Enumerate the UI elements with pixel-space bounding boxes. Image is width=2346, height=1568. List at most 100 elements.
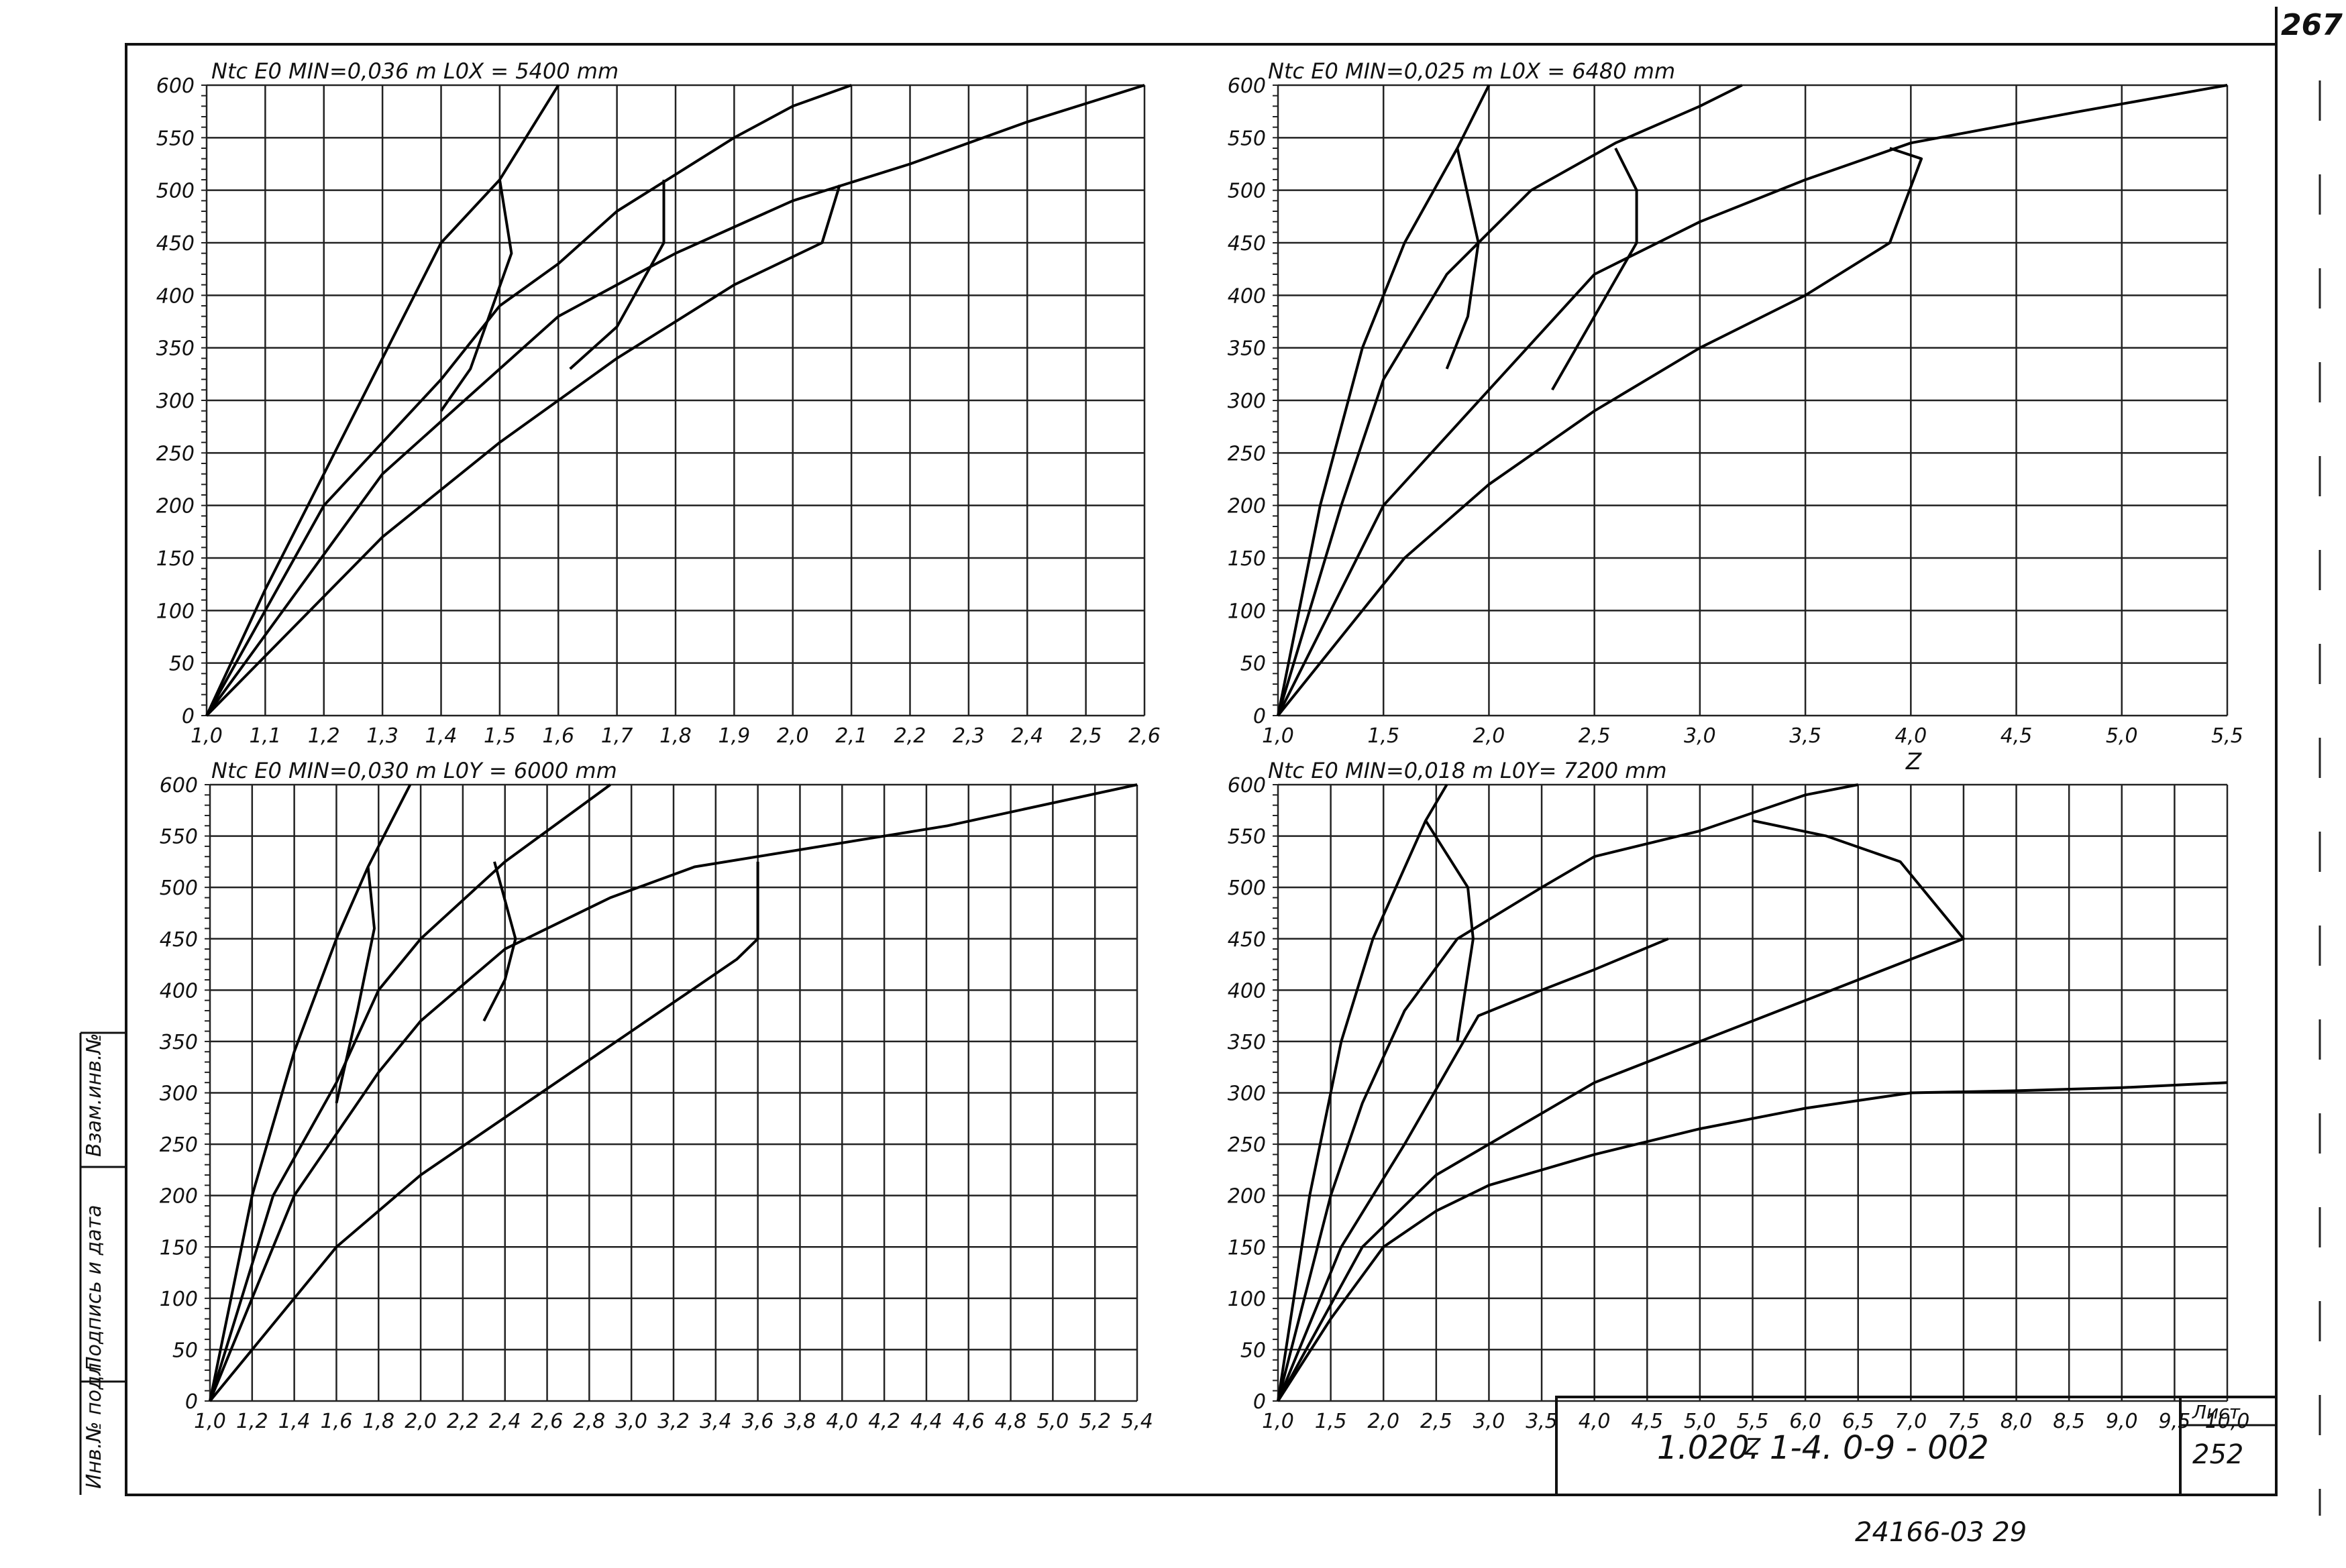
chart-title: Ntc E0 MIN=0,036 m L0X = 5400 mm <box>211 58 619 84</box>
x-tick-label: 2,5 <box>1420 1410 1452 1433</box>
x-tick-label: 1,8 <box>659 724 692 748</box>
x-tick-label: 1,0 <box>191 724 223 748</box>
curve-1 <box>1277 85 1491 716</box>
y-tick-label: 0 <box>1253 1390 1266 1414</box>
y-tick-label: 100 <box>1228 1288 1266 1311</box>
x-tick-label: 2,5 <box>1579 724 1611 748</box>
x-tick-label: 1,3 <box>366 724 398 748</box>
y-tick-label: 450 <box>1228 232 1266 256</box>
x-tick-label: 5,5 <box>1737 1410 1769 1433</box>
title-block-frame <box>1555 1396 2278 1496</box>
x-tick-label: 2,0 <box>1473 724 1505 748</box>
bottom-code: 24166-03 29 <box>1855 1517 2027 1548</box>
x-tick-label: 3,0 <box>1473 1410 1505 1433</box>
x-tick-label: 4,5 <box>2001 724 2033 748</box>
x-tick-label: 1,1 <box>250 724 282 748</box>
curve-3 <box>205 84 1145 717</box>
side-stamp-replaced-inv: Взам.инв.№ <box>83 1033 106 1157</box>
x-tick-label: 3,5 <box>1526 1410 1558 1433</box>
curve-4 <box>205 184 841 717</box>
y-tick-label: 350 <box>156 337 195 361</box>
y-tick-label: 200 <box>1228 1185 1266 1209</box>
x-tick-label: 1,5 <box>1315 1410 1347 1433</box>
curve-3 <box>1277 84 2228 716</box>
x-tick-label: 5,5 <box>2211 724 2243 748</box>
chart-top-left: 1,0 1,1 1,2 1,3 1,4 1,5 1,6 1,7 1,8 1,9 2,0 2,1 2,2 2… <box>156 58 1161 748</box>
side-stamp-signature-date: Подпись и дата <box>83 1205 106 1372</box>
y-tick-label: 600 <box>1228 74 1266 98</box>
chart-bottom-right: 1,0 1,5 2,0 2,5 3,0 3,5 4,0 4,5 5,0 5,5 6,0 6,5 7,0 7… <box>1228 758 2250 1461</box>
x-tick-label: 1,4 <box>425 724 458 748</box>
x-tick-label: 6,5 <box>1842 1410 1874 1433</box>
corner-number: 267 <box>2281 8 2343 42</box>
title-block: 1.020. 1-4. 0-9 - 002 Лист 252 <box>1555 1396 2278 1496</box>
x-tick-label: 1,5 <box>484 724 516 748</box>
curve-6 <box>569 180 665 370</box>
x-tick-label: 8,0 <box>2001 1410 2033 1433</box>
curve-4 <box>209 861 759 1402</box>
curve-5 <box>1277 1081 2228 1402</box>
curve-4 <box>1277 147 1923 717</box>
x-tick-label: 9,0 <box>2106 1410 2138 1433</box>
y-tick-label: 200 <box>156 495 195 518</box>
y-tick-label: 250 <box>1228 442 1266 465</box>
curve-1 <box>1277 783 1448 1402</box>
y-tick-label: 600 <box>1228 774 1266 797</box>
x-tick-label: 2,0 <box>1367 1410 1399 1433</box>
y-tick-label: 150 <box>1228 547 1266 571</box>
y-tick-label: 0 <box>1253 705 1266 728</box>
y-tick-label: 150 <box>156 547 195 571</box>
x-tick-label: 1,9 <box>718 724 751 748</box>
x-tick-label: 4,5 <box>1631 1410 1663 1433</box>
chart-title: Ntc E0 MIN=0,025 m L0X = 6480 mm <box>1268 58 1675 84</box>
x-tick-label: 4,0 <box>1579 1410 1611 1433</box>
y-tick-label: 400 <box>1228 979 1266 1003</box>
curve-5 <box>1445 148 1480 370</box>
chart-top-right: 1,0 1,5 2,0 2,5 3,0 3,5 4,0 4,5 5,0 5,5 0 50 100 150 2… <box>1228 58 2243 775</box>
y-tick-label: 150 <box>1228 1236 1266 1259</box>
curve-1 <box>209 784 412 1402</box>
x-axis-label: Z <box>1744 1434 1761 1461</box>
x-tick-label: 1,6 <box>542 724 574 748</box>
y-tick-label: 100 <box>1228 600 1266 623</box>
x-tick-label: 2,0 <box>777 724 809 748</box>
y-tick-label: 600 <box>160 774 198 797</box>
y-tick-label: 250 <box>156 442 195 465</box>
curve-2 <box>1277 84 1743 716</box>
y-tick-label: 550 <box>156 127 195 150</box>
curve-5 <box>335 866 376 1104</box>
y-tick-label: 350 <box>1228 1031 1266 1054</box>
x-tick-label: 2,4 <box>489 1410 521 1433</box>
y-tick-label: 200 <box>160 1185 198 1209</box>
curve-2 <box>205 84 852 716</box>
y-tick-label: 50 <box>172 1339 198 1362</box>
x-tick-label: 4,4 <box>910 1410 943 1433</box>
y-tick-label: 450 <box>156 232 195 256</box>
y-tick-label: 550 <box>1228 826 1266 849</box>
y-tick-label: 600 <box>156 74 195 98</box>
sheet-border <box>125 43 2278 1496</box>
x-tick-label: 3,4 <box>700 1410 732 1433</box>
x-tick-label: 2,5 <box>1070 724 1102 748</box>
y-tick-label: 450 <box>160 928 198 952</box>
x-tick-label: 1,4 <box>278 1410 311 1433</box>
x-tick-label: 2,6 <box>531 1410 564 1433</box>
x-tick-label: 3,2 <box>657 1410 690 1433</box>
x-tick-label: 4,0 <box>826 1410 858 1433</box>
x-tick-label: 1,0 <box>1262 1410 1294 1433</box>
x-tick-label: 1,2 <box>308 724 340 748</box>
x-tick-label: 2,3 <box>953 724 985 748</box>
x-tick-label: 4,2 <box>868 1410 900 1433</box>
chart-bottom-left: 1,0 1,2 1,4 1,6 1,8 2,0 2,2 2,4 2,6 2,8 3,0 3,2 3,4 3… <box>160 758 1153 1433</box>
x-tick-label: 5,0 <box>1037 1410 1069 1433</box>
y-tick-label: 50 <box>1240 653 1266 676</box>
curve-6 <box>1424 820 1475 1042</box>
y-tick-label: 500 <box>156 180 195 203</box>
x-tick-label: 1,0 <box>1262 724 1294 748</box>
y-tick-label: 500 <box>1228 877 1266 900</box>
x-tick-label: 2,2 <box>894 724 926 748</box>
x-tick-label: 1,7 <box>601 724 633 748</box>
x-tick-label: 2,8 <box>574 1410 606 1433</box>
x-tick-label: 2,4 <box>1011 724 1043 748</box>
